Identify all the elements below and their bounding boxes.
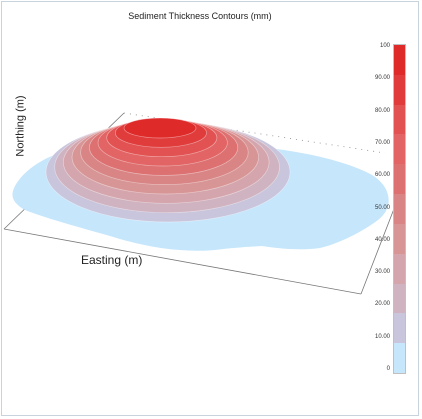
colorbar-tick-label: 80.00 bbox=[374, 107, 390, 114]
colorbar-tick-label: 10.00 bbox=[374, 333, 390, 340]
colorbar-segment bbox=[394, 253, 405, 284]
contour-band-100 bbox=[123, 117, 197, 139]
colorbar-segment bbox=[394, 343, 405, 373]
colorbar bbox=[393, 44, 406, 374]
axis-right-edge bbox=[360, 200, 398, 295]
colorbar-segment bbox=[394, 194, 405, 224]
colorbar-tick-label: 100 bbox=[379, 43, 390, 49]
colorbar-segment bbox=[394, 104, 405, 135]
colorbar-segment bbox=[394, 313, 405, 344]
colorbar-segment bbox=[394, 283, 405, 314]
colorbar-tick-label: 40.00 bbox=[374, 236, 390, 243]
colorbar-tick-label: 0 bbox=[386, 366, 390, 372]
axis-back-edge bbox=[123, 112, 386, 154]
colorbar-tick-label: 20.00 bbox=[374, 301, 390, 308]
colorbar-tick-label: 60.00 bbox=[374, 172, 390, 179]
colorbar-segment bbox=[394, 45, 405, 75]
colorbar-segment bbox=[394, 223, 405, 254]
chart-title: Sediment Thickness Contours (mm) bbox=[128, 11, 272, 21]
contour-bands bbox=[45, 117, 291, 223]
colorbar-segment bbox=[394, 74, 405, 105]
x-axis-label: Easting (m) bbox=[81, 253, 143, 267]
colorbar-tick-label: 50.00 bbox=[374, 204, 390, 211]
axis-front-edge bbox=[3, 228, 362, 295]
colorbar-tick-label: 70.00 bbox=[374, 139, 390, 146]
colorbar-segment bbox=[394, 134, 405, 165]
colorbar-tick-label: 30.00 bbox=[374, 269, 390, 276]
colorbar-tick-label: 90.00 bbox=[374, 75, 390, 82]
colorbar-segment bbox=[394, 164, 405, 195]
y-axis-label: Northing (m) bbox=[14, 95, 27, 157]
